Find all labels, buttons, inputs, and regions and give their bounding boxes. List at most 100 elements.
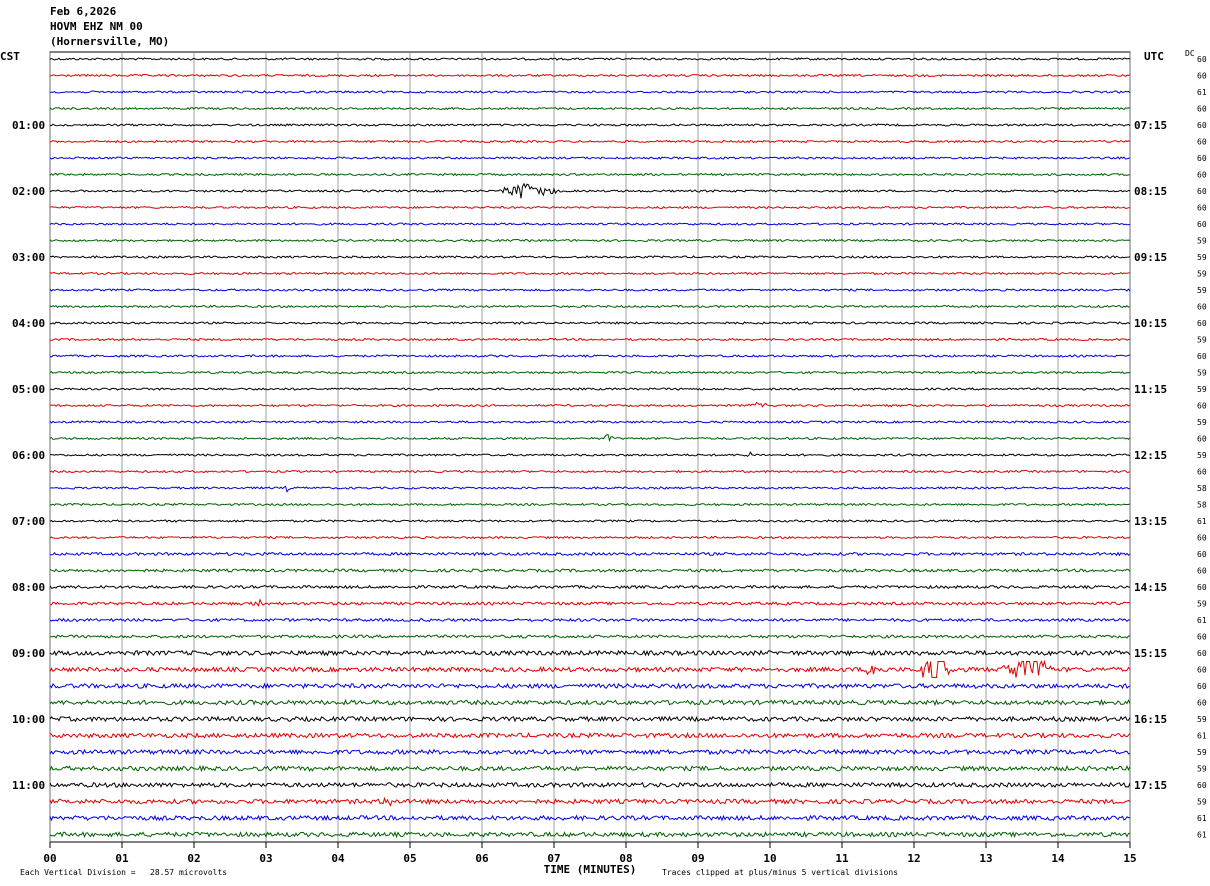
dc-value: 60 (1197, 171, 1207, 180)
trace (49, 617, 1130, 623)
trace (49, 182, 1131, 199)
trace (49, 649, 1131, 657)
x-tick-label: 01 (115, 852, 129, 865)
dc-value: 60 (1197, 567, 1207, 576)
dc-value: 60 (1197, 220, 1207, 229)
plot-frame (49, 51, 1131, 843)
x-axis-title: TIME (MINUTES) (544, 863, 637, 876)
trace (49, 731, 1131, 739)
dc-value: 60 (1197, 649, 1207, 658)
dc-value: 59 (1197, 336, 1207, 345)
trace (49, 106, 1131, 111)
dc-value: 60 (1197, 534, 1207, 543)
dc-value: 60 (1197, 550, 1207, 559)
trace (49, 156, 1131, 160)
trace (49, 354, 1131, 358)
dc-value: 59 (1197, 385, 1207, 394)
left-hour-label: 11:00 (12, 779, 45, 792)
trace (49, 238, 1131, 243)
x-tick-label: 00 (43, 852, 56, 865)
x-tick-label: 11 (835, 852, 849, 865)
trace (49, 172, 1131, 177)
x-tick-label: 12 (907, 852, 920, 865)
trace (49, 433, 1131, 443)
left-hour-label: 09:00 (12, 647, 45, 660)
dc-value: 60 (1197, 468, 1207, 477)
dc-value: 59 (1197, 600, 1207, 609)
trace (49, 73, 1131, 78)
dc-value: 59 (1197, 270, 1207, 279)
x-tick-label: 04 (331, 852, 345, 865)
dc-value: 58 (1197, 484, 1207, 493)
dc-value: 61 (1197, 88, 1207, 97)
x-tick-label: 10 (763, 852, 776, 865)
trace (49, 57, 1131, 61)
dc-value: 60 (1197, 187, 1207, 196)
dc-value: 60 (1197, 699, 1207, 708)
trace (49, 321, 1131, 325)
trace (49, 90, 1131, 94)
left-hour-label: 04:00 (12, 317, 45, 330)
x-tick-label: 08 (619, 852, 632, 865)
trace (49, 271, 1131, 276)
trace (50, 451, 1131, 458)
dc-value: 60 (1197, 138, 1207, 147)
right-hour-label: 17:15 (1134, 779, 1167, 792)
x-tick-label: 14 (1051, 852, 1065, 865)
x-tick-label: 03 (259, 852, 272, 865)
trace (49, 584, 1131, 590)
trace (49, 139, 1131, 144)
right-hour-label: 09:15 (1134, 251, 1167, 264)
trace (49, 764, 1131, 773)
location: (Hornersville, MO) (50, 35, 169, 48)
trace (49, 698, 1131, 707)
right-hour-label: 10:15 (1134, 317, 1167, 330)
dc-value: 60 (1197, 55, 1207, 64)
trace (49, 781, 1131, 789)
station: HOVM EHZ NM 00 (50, 20, 143, 33)
dc-value: 60 (1197, 682, 1207, 691)
trace (49, 796, 1131, 807)
dc-value: 60 (1197, 204, 1207, 213)
trace (49, 387, 1131, 391)
right-hour-label: 07:15 (1134, 119, 1167, 132)
trace (49, 370, 1131, 375)
dc-value: 59 (1197, 369, 1207, 378)
left-hour-label: 06:00 (12, 449, 45, 462)
right-hour-label: 11:15 (1134, 383, 1167, 396)
trace (49, 485, 1131, 493)
trace (49, 469, 1131, 474)
dc-value: 59 (1197, 765, 1207, 774)
dc-value: 60 (1197, 121, 1207, 130)
right-hour-label: 08:15 (1134, 185, 1167, 198)
dc-value: 60 (1197, 583, 1207, 592)
dc-value: 61 (1197, 814, 1207, 823)
trace (49, 255, 1131, 259)
x-tick-label: 06 (475, 852, 489, 865)
left-title: CST (0, 50, 20, 63)
dc-value: 59 (1197, 451, 1207, 460)
dc-value: 59 (1197, 418, 1207, 427)
trace (49, 337, 1131, 342)
trace (49, 502, 1131, 507)
dc-value: 58 (1197, 501, 1207, 510)
trace (49, 420, 1131, 424)
trace (49, 830, 1131, 839)
dc-value: 60 (1197, 303, 1207, 312)
trace (49, 682, 1131, 690)
left-hour-label: 02:00 (12, 185, 45, 198)
trace (49, 659, 1131, 678)
x-tick-label: 13 (979, 852, 992, 865)
trace (49, 748, 1131, 756)
trace (49, 401, 1131, 408)
right-hour-label: 14:15 (1134, 581, 1167, 594)
dc-value: 59 (1197, 237, 1207, 246)
left-hour-label: 01:00 (12, 119, 45, 132)
date: Feb 6,2026 (50, 5, 117, 18)
left-hour-label: 03:00 (12, 251, 45, 264)
dc-value: 59 (1197, 715, 1207, 724)
right-hour-label: 12:15 (1134, 449, 1167, 462)
left-hour-label: 07:00 (12, 515, 45, 528)
right-hour-label: 13:15 (1134, 515, 1167, 528)
